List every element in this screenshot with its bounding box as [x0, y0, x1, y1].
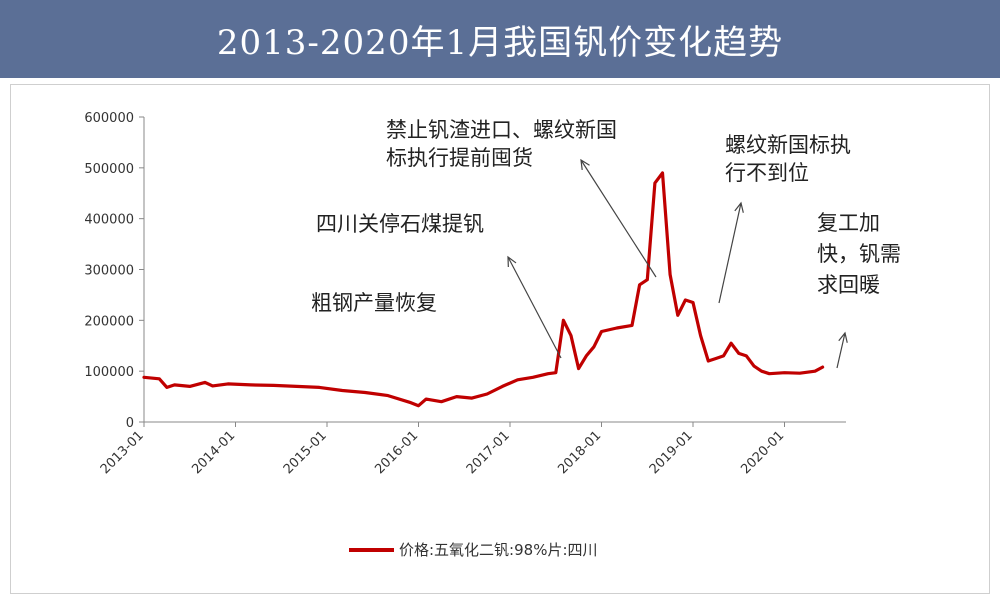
- chart-title: 2013-2020年1月我国钒价变化趋势: [216, 22, 784, 63]
- data-point: [775, 372, 779, 375]
- y-tick-label: 0: [126, 416, 134, 431]
- annotation-text: 禁止钒渣进口、螺纹新国: [386, 118, 617, 142]
- annotation-arrow: [836, 332, 846, 369]
- y-tick-label: 300000: [84, 264, 134, 279]
- data-point: [729, 342, 733, 345]
- data-point: [249, 383, 252, 387]
- annotation-text: 求回暖: [817, 273, 880, 297]
- data-point: [409, 401, 413, 404]
- data-point: [668, 273, 672, 276]
- data-point: [752, 364, 756, 368]
- x-tick-label: 2018-01: [555, 428, 604, 477]
- x-tick-label: 2019-01: [647, 428, 696, 477]
- data-point: [577, 367, 580, 370]
- annotation-arrow: [580, 159, 657, 278]
- x-tick-label: 2020-01: [738, 428, 787, 477]
- data-point: [158, 377, 161, 380]
- annotation-text: 螺纹新国标执: [725, 133, 851, 157]
- data-point: [760, 369, 763, 373]
- data-point: [173, 383, 176, 387]
- y-tick-label: 100000: [84, 365, 134, 380]
- annotation-text: 复工加: [817, 211, 880, 235]
- data-point: [554, 371, 557, 374]
- legend-label: 价格:五氧化二钒:98%片:四川: [399, 541, 598, 559]
- data-point: [424, 397, 428, 401]
- data-point: [684, 298, 687, 302]
- data-point: [546, 372, 550, 375]
- data-point: [585, 354, 588, 358]
- data-point: [386, 394, 390, 397]
- data-point: [630, 324, 634, 327]
- data-point: [699, 334, 702, 337]
- data-point: [714, 357, 718, 360]
- annotation-arrowhead: [734, 201, 744, 213]
- data-point: [272, 384, 275, 387]
- data-point: [363, 391, 367, 394]
- data-point: [211, 384, 214, 388]
- data-point: [783, 371, 786, 374]
- data-point: [798, 372, 801, 375]
- annotation-arrowhead: [507, 255, 517, 268]
- data-point: [768, 372, 771, 375]
- annotation-arrowhead: [580, 158, 590, 170]
- data-point: [562, 319, 565, 322]
- data-point: [485, 392, 489, 396]
- data-point: [569, 334, 573, 337]
- data-point: [722, 354, 725, 358]
- annotation-arrowhead: [838, 331, 848, 343]
- data-point: [638, 283, 641, 286]
- data-point: [455, 395, 458, 398]
- annotation-text: 四川关停石煤提钒: [316, 212, 484, 236]
- data-point: [318, 386, 321, 389]
- data-point: [615, 326, 618, 330]
- x-tick-label: 2016-01: [372, 428, 421, 477]
- x-tick-label: 2014-01: [189, 428, 238, 477]
- data-point: [516, 378, 519, 382]
- y-tick-label: 200000: [84, 314, 134, 329]
- x-tick-label: 2015-01: [281, 428, 330, 477]
- data-point: [531, 376, 535, 379]
- data-point: [203, 381, 207, 384]
- data-point: [737, 352, 740, 355]
- title-bar: 2013-2020年1月我国钒价变化趋势: [0, 0, 1000, 78]
- annotation-text: 行不到位: [725, 161, 809, 185]
- data-point: [691, 301, 695, 304]
- data-point: [813, 369, 817, 373]
- annotation-arrow: [718, 202, 742, 304]
- data-point: [165, 386, 169, 389]
- chart-panel: 600000 500000 400000 300000 200000 100000 0 201…: [10, 84, 990, 594]
- annotation-arrow: [507, 256, 562, 359]
- data-point: [470, 396, 474, 400]
- data-point: [501, 385, 504, 388]
- data-point: [341, 389, 344, 392]
- data-point: [661, 171, 664, 175]
- data-point: [188, 385, 191, 388]
- data-point: [653, 181, 657, 185]
- data-point: [142, 376, 146, 379]
- annotation-text: 标执行提前囤货: [386, 146, 533, 170]
- x-tick-label: 2013-01: [98, 428, 147, 477]
- y-tick-label: 600000: [84, 111, 134, 126]
- series-line: [142, 171, 825, 408]
- data-point: [676, 314, 679, 317]
- data-point: [592, 345, 596, 348]
- data-point: [745, 354, 748, 358]
- data-point: [417, 404, 420, 407]
- data-point: [646, 278, 649, 281]
- y-tick-label: 500000: [84, 162, 134, 177]
- data-point: [440, 400, 443, 403]
- y-tick-label: 400000: [84, 213, 134, 228]
- data-point: [295, 385, 298, 388]
- data-point: [707, 359, 710, 363]
- x-tick-label: 2017-01: [464, 428, 513, 477]
- data-point: [821, 365, 824, 369]
- data-point: [600, 330, 603, 333]
- annotation-text: 粗钢产量恢复: [311, 291, 437, 315]
- annotation-text: 快，钒需: [817, 242, 901, 266]
- data-point: [226, 382, 230, 386]
- line-chart: 6000005000004000003000002000001000000201…: [84, 111, 901, 559]
